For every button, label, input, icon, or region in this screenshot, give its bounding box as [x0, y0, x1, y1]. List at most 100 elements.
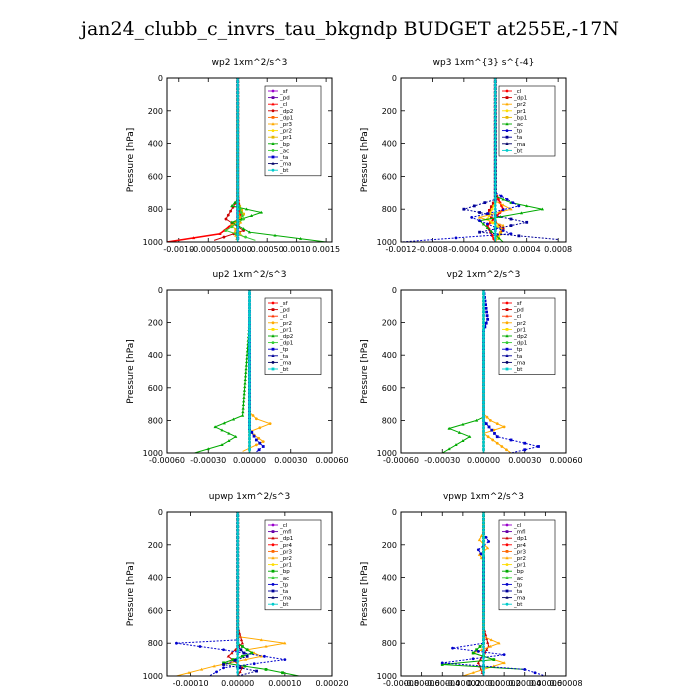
series-point: [485, 415, 489, 419]
series-point: [482, 554, 485, 558]
series-point: [187, 671, 191, 674]
series-point: [236, 171, 240, 175]
panel-title: up2 1xm^2/s^3: [212, 270, 286, 280]
series-point: [244, 207, 249, 211]
series-point: [537, 445, 540, 448]
legend-marker: [271, 142, 275, 145]
x-tick-label: 0.00002: [488, 679, 521, 688]
series-point: [247, 230, 252, 234]
series-point: [493, 207, 497, 211]
legend-marker: [505, 569, 509, 573]
series-point: [242, 392, 246, 396]
legend-label: _ma: [513, 596, 525, 602]
series-point: [482, 317, 485, 321]
panel-1: wp2 1xm^2/s^3 Pressure [hPa] 0 200 400 600 800…: [126, 58, 340, 254]
series-point: [224, 217, 228, 221]
x-tick-label: 0.00050: [251, 245, 284, 254]
series-point: [248, 317, 251, 321]
series-point: [236, 594, 240, 598]
legend: _sf_pd_cl_dp2_dp1_pr3_pr2_pr1_bp_ac_ta_m…: [264, 85, 322, 177]
legend-label: _cl: [513, 523, 522, 529]
series-point: [482, 411, 485, 415]
legend-marker: [505, 563, 509, 566]
series-point: [242, 212, 246, 216]
legend-label: _bp1: [513, 115, 527, 121]
series-point: [501, 229, 505, 232]
series-point: [493, 200, 497, 204]
series-point: [224, 229, 228, 232]
series-point: [236, 547, 240, 550]
series-point: [236, 175, 240, 178]
series-point: [485, 310, 488, 314]
series-point: [242, 395, 246, 399]
legend-label: _pr2: [513, 321, 526, 327]
legend-marker: [505, 536, 509, 540]
legend-marker: [271, 334, 275, 338]
legend-label: _cl: [279, 102, 288, 108]
series-point: [226, 225, 230, 229]
panel-title: vpwp 1xm^2/s^3: [443, 492, 524, 502]
legend-label: _ma: [513, 360, 525, 366]
series-point: [482, 390, 485, 393]
series-point: [493, 127, 497, 131]
series-point: [471, 651, 475, 655]
legend-label: _cl: [513, 314, 522, 320]
legend-marker: [505, 135, 509, 139]
x-tick-label: 0.0000: [481, 245, 509, 254]
series-point: [241, 654, 244, 658]
series-point: [257, 436, 261, 440]
legend-label: _ma: [513, 142, 525, 148]
series-point: [482, 408, 485, 411]
series-point: [493, 182, 497, 186]
series-point: [493, 178, 497, 182]
legend-label: _bt: [279, 367, 289, 373]
y-tick-label: 1000: [377, 449, 397, 458]
series-point: [236, 598, 240, 601]
series-point: [254, 438, 258, 442]
series-point: [482, 397, 485, 401]
series-point: [482, 550, 485, 554]
series-point: [478, 219, 481, 223]
series-point: [236, 120, 240, 124]
series-point: [238, 231, 242, 235]
x-tick-label: 0.00030: [274, 456, 307, 465]
series-point: [236, 543, 240, 547]
series-point: [486, 317, 490, 321]
series-point: [236, 204, 240, 207]
series-point: [252, 651, 256, 655]
series-point: [482, 310, 485, 314]
legend-marker: [271, 530, 275, 533]
legend-label: _bt: [513, 148, 523, 154]
series-point: [238, 212, 242, 216]
series-point: [238, 207, 242, 211]
series-point: [482, 572, 485, 576]
y-tick-label: 400: [148, 351, 163, 360]
series-point: [249, 214, 254, 217]
legend-label: _pr4: [513, 543, 527, 549]
legend-marker: [271, 563, 275, 566]
legend-marker: [271, 569, 275, 573]
series-point: [261, 440, 265, 443]
series-point: [493, 171, 497, 175]
series-point: [241, 406, 245, 410]
series-point: [236, 612, 240, 616]
x-tick-label: -0.0012: [386, 245, 417, 254]
series-point: [488, 419, 492, 422]
series-point: [482, 623, 485, 627]
series-point: [248, 419, 251, 422]
series-point: [482, 357, 485, 361]
series-point: [236, 652, 240, 656]
legend-label: _ac: [279, 148, 289, 154]
plot-area: [442, 290, 540, 453]
series-point: [493, 167, 497, 171]
series-point: [493, 218, 497, 222]
series-point: [481, 222, 486, 226]
legend-label: _pr4: [279, 543, 293, 549]
series-point: [248, 379, 251, 382]
series-point: [248, 386, 251, 390]
series-point: [493, 123, 497, 127]
series-point: [273, 233, 277, 237]
legend-label: _bt: [279, 168, 289, 174]
series-point: [440, 661, 444, 665]
series-point: [236, 138, 240, 142]
